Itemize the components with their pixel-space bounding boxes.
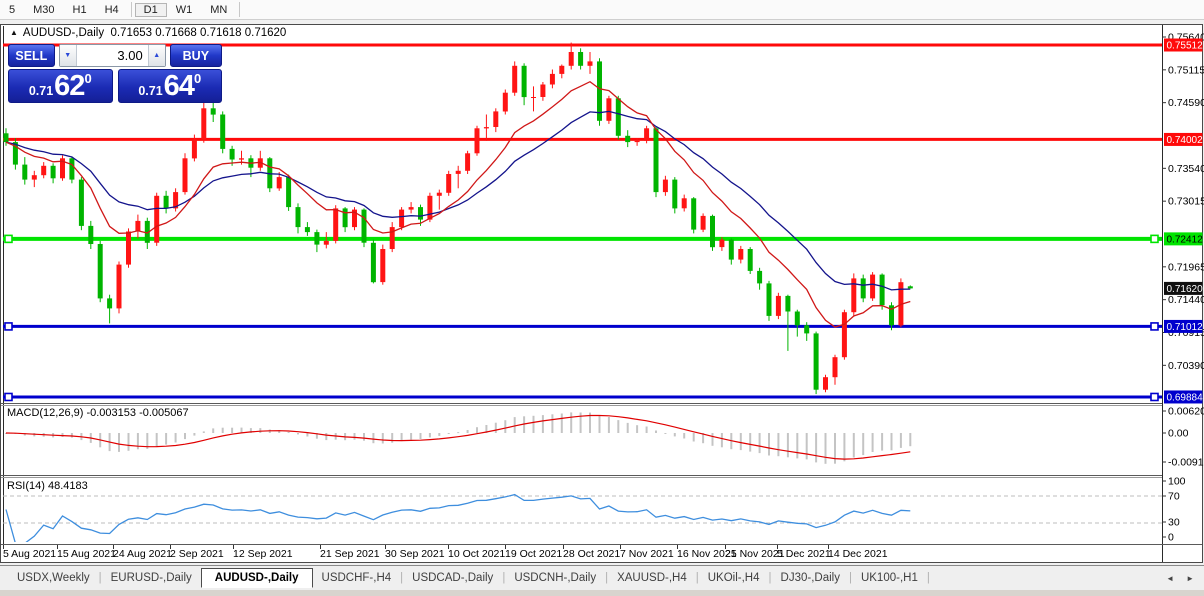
sell-price-big: 62 <box>54 70 85 102</box>
timeframe-button-5[interactable]: 5 <box>9 3 16 16</box>
timeframe-button-h4[interactable]: H4 <box>104 3 119 16</box>
tab-separator: | <box>502 572 506 584</box>
timeframe-toolbar: 5 M30 H1 H4 D1 W1 MN <box>0 0 1204 20</box>
sell-price-prefix: 0.71 <box>28 84 54 98</box>
timeframe-button-w1[interactable]: W1 <box>175 3 193 16</box>
tab-separator: | <box>695 572 699 584</box>
tab-uk100-h1[interactable]: UK100-,H1 <box>860 572 918 584</box>
timeframe-button-m30[interactable]: M30 <box>33 3 55 16</box>
timeframe-button-mn[interactable]: MN <box>210 3 228 16</box>
tab-ukoil-h4[interactable]: UKOil-,H4 <box>707 572 760 584</box>
svg-text:0.71965: 0.71965 <box>1168 261 1204 273</box>
svg-text:0.75512: 0.75512 <box>1167 41 1204 52</box>
svg-text:5 Aug 2021: 5 Aug 2021 <box>3 548 56 560</box>
svg-text:70: 70 <box>1168 491 1180 503</box>
sell-button[interactable]: SELL <box>8 44 55 67</box>
volume-stepper: ▼ 3.00 ▲ <box>58 44 166 67</box>
chart-title-text: AUDUSD-,Daily 0.71653 0.71668 0.71618 0.… <box>22 27 287 39</box>
svg-text:0.72412: 0.72412 <box>1167 234 1204 245</box>
svg-text:-0.00919: -0.00919 <box>1168 457 1204 469</box>
svg-text:0.75115: 0.75115 <box>1168 64 1204 76</box>
tab-eurusd-daily[interactable]: EURUSD-,Daily <box>110 572 192 584</box>
svg-text:12 Sep 2021: 12 Sep 2021 <box>233 548 293 560</box>
svg-text:15 Aug 2021: 15 Aug 2021 <box>57 548 116 560</box>
buy-button[interactable]: BUY <box>169 44 222 67</box>
chart-title: ▲ AUDUSD-,Daily 0.71653 0.71668 0.71618 0… <box>10 27 286 39</box>
collapse-icon[interactable]: ▲ <box>10 28 18 37</box>
svg-text:30: 30 <box>1168 517 1180 529</box>
rsi-label: RSI(14) 48.4183 <box>7 480 88 492</box>
svg-text:0.74002: 0.74002 <box>1167 135 1204 146</box>
svg-text:14 Dec 2021: 14 Dec 2021 <box>828 548 888 560</box>
tab-separator: | <box>605 572 609 584</box>
svg-text:0: 0 <box>1168 532 1174 544</box>
svg-text:16 Nov 2021: 16 Nov 2021 <box>677 548 737 560</box>
svg-text:30 Sep 2021: 30 Sep 2021 <box>385 548 445 560</box>
tab-dj30-daily[interactable]: DJ30-,Daily <box>780 572 840 584</box>
tab-xauusd-h4[interactable]: XAUUSD-,H4 <box>617 572 687 584</box>
tab-usdx-weekly[interactable]: USDX,Weekly <box>17 572 90 584</box>
svg-text:10 Oct 2021: 10 Oct 2021 <box>448 548 505 560</box>
one-click-trading-panel: SELL ▼ 3.00 ▲ BUY 0.71 62 0 0.71 64 0 <box>8 44 222 103</box>
timeframe-button-h1[interactable]: H1 <box>72 3 87 16</box>
buy-price-display[interactable]: 0.71 64 0 <box>117 69 222 103</box>
svg-text:28 Oct 2021: 28 Oct 2021 <box>563 548 620 560</box>
svg-text:0.00: 0.00 <box>1168 428 1189 440</box>
tab-usdcad-daily[interactable]: USDCAD-,Daily <box>412 572 494 584</box>
chart-tabbar: USDX,Weekly | EURUSD-,Daily AUDUSD-,Daily US… <box>0 565 1204 590</box>
tab-separator: | <box>98 572 102 584</box>
svg-text:100: 100 <box>1168 476 1186 488</box>
volume-increase-icon[interactable]: ▲ <box>147 45 165 66</box>
toolbar-divider <box>130 2 132 17</box>
svg-text:7 Nov 2021: 7 Nov 2021 <box>620 548 674 560</box>
svg-text:0.73540: 0.73540 <box>1168 163 1204 175</box>
svg-text:2 Sep 2021: 2 Sep 2021 <box>170 548 224 560</box>
toolbar-divider <box>239 2 241 17</box>
volume-input[interactable]: 3.00 <box>76 45 148 66</box>
svg-text:0.69884: 0.69884 <box>1167 392 1204 403</box>
tab-separator: | <box>926 572 930 584</box>
svg-text:0.74590: 0.74590 <box>1168 97 1204 109</box>
svg-text:5 Dec 2021: 5 Dec 2021 <box>777 548 831 560</box>
volume-decrease-icon[interactable]: ▼ <box>59 45 77 66</box>
tabs-scroll-left-icon[interactable]: ◄ <box>1166 573 1175 583</box>
tab-separator: | <box>400 572 404 584</box>
svg-text:21 Sep 2021: 21 Sep 2021 <box>320 548 380 560</box>
buy-price-sup: 0 <box>193 71 202 86</box>
macd-label: MACD(12,26,9) -0.003153 -0.005067 <box>7 407 189 419</box>
tab-separator: | <box>768 572 772 584</box>
buy-price-big: 64 <box>163 70 195 102</box>
svg-text:0.70390: 0.70390 <box>1168 360 1204 372</box>
svg-text:0.71620: 0.71620 <box>1167 284 1204 295</box>
timeframe-button-d1[interactable]: D1 <box>134 2 167 17</box>
svg-text:0.73015: 0.73015 <box>1168 196 1204 208</box>
tab-audusd-daily[interactable]: AUDUSD-,Daily <box>200 568 313 588</box>
svg-text:19 Oct 2021: 19 Oct 2021 <box>505 548 562 560</box>
svg-text:0.006201: 0.006201 <box>1168 406 1204 418</box>
tab-separator: | <box>848 572 852 584</box>
sell-price-display[interactable]: 0.71 62 0 <box>8 69 113 103</box>
tabs-scroll-right-icon[interactable]: ► <box>1186 573 1194 583</box>
svg-text:25 Nov 2021: 25 Nov 2021 <box>725 548 785 560</box>
svg-text:24 Aug 2021: 24 Aug 2021 <box>113 548 172 560</box>
tab-usdcnh-daily[interactable]: USDCNH-,Daily <box>514 572 597 584</box>
tab-usdchf-h4[interactable]: USDCHF-,H4 <box>321 572 392 584</box>
buy-price-prefix: 0.71 <box>138 84 163 98</box>
svg-text:0.71440: 0.71440 <box>1168 294 1204 306</box>
svg-text:0.71012: 0.71012 <box>1167 322 1204 333</box>
bottom-strip <box>0 590 1204 596</box>
sell-price-sup: 0 <box>84 71 92 86</box>
